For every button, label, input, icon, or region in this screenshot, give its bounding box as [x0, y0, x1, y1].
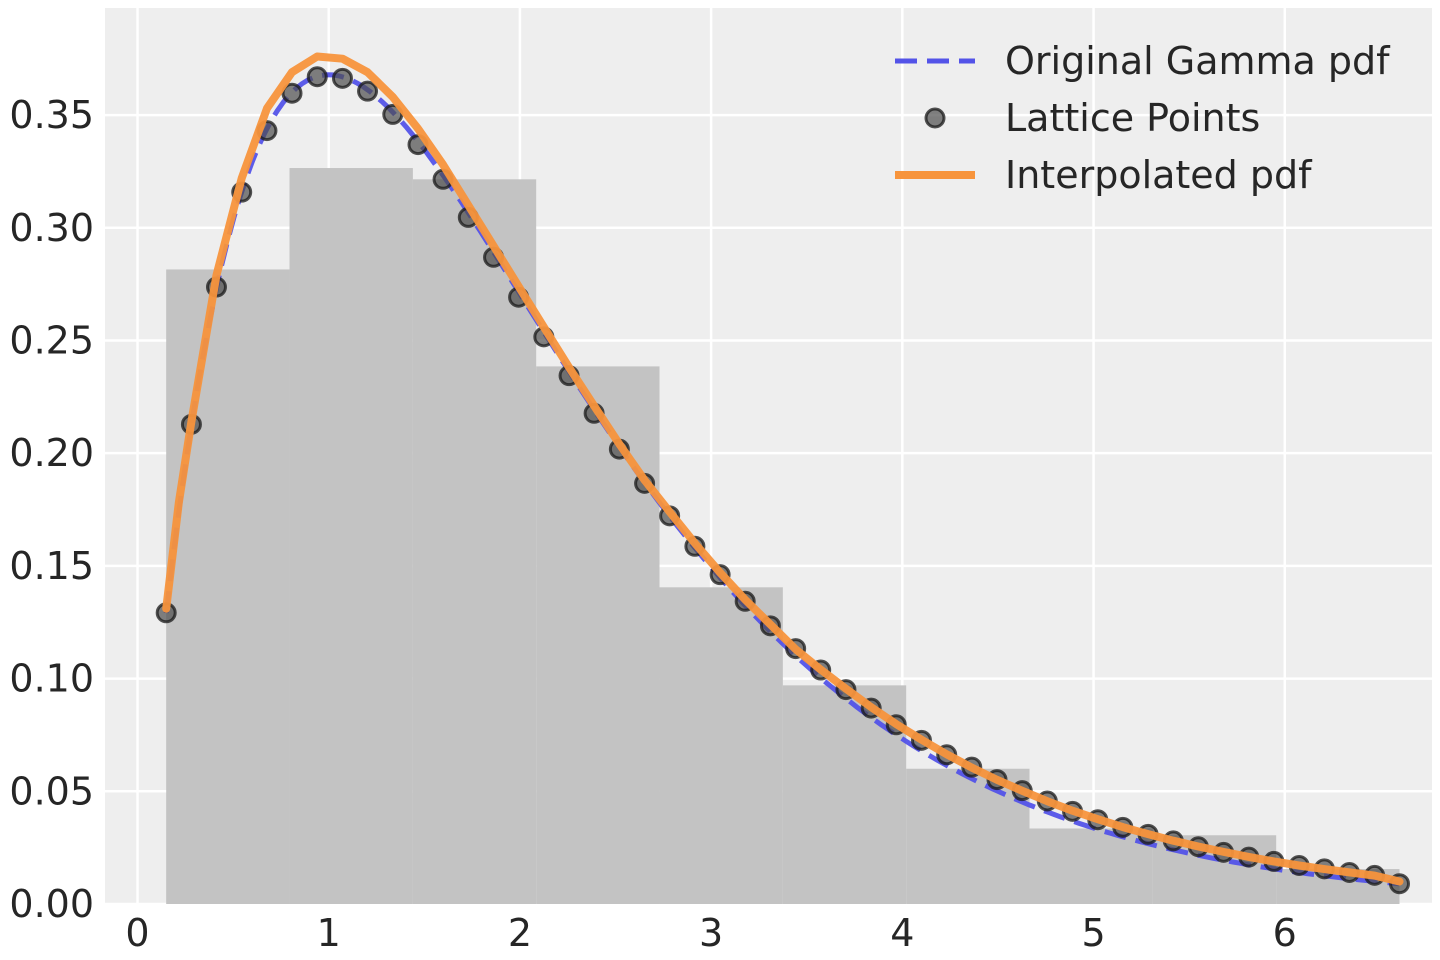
histogram-bar — [166, 269, 290, 904]
x-axis-ticks: 0 1 2 3 4 5 6 — [125, 911, 1296, 955]
lattice-point — [281, 82, 303, 104]
histogram-bar — [659, 587, 783, 904]
y-tick-label: 0.00 — [9, 882, 94, 926]
y-tick-label: 0.05 — [9, 769, 94, 813]
y-tick-label: 0.25 — [9, 318, 94, 362]
histogram-bar — [906, 768, 1030, 904]
histogram-bar — [289, 168, 413, 904]
x-tick-label: 0 — [125, 911, 149, 955]
lattice-point — [331, 67, 353, 89]
series-original-gamma-pdf — [163, 72, 1400, 887]
histogram-bar — [782, 685, 907, 904]
y-tick-label: 0.30 — [9, 206, 94, 250]
x-tick-label: 3 — [699, 911, 723, 955]
x-tick-label: 6 — [1273, 911, 1297, 955]
y-axis-ticks: 0.00 0.05 0.10 0.15 0.20 0.25 0.30 0.35 — [9, 93, 94, 926]
series-layer — [155, 52, 1410, 895]
x-tick-label: 1 — [317, 911, 341, 955]
y-tick-label: 0.20 — [9, 431, 94, 475]
x-tick-label: 4 — [890, 911, 914, 955]
histogram-bar — [536, 366, 660, 904]
x-tick-label: 2 — [508, 911, 532, 955]
lattice-point — [306, 66, 328, 88]
histogram-bar — [1029, 828, 1153, 904]
legend-label-original-gamma-pdf: Original Gamma pdf — [1005, 39, 1391, 83]
lattice-point — [357, 80, 379, 102]
y-tick-label: 0.35 — [9, 93, 94, 137]
series-interpolated-pdf — [162, 52, 1404, 886]
legend: Original Gamma pdf Lattice Points Interpol… — [895, 39, 1391, 197]
legend-swatch-lattice-points — [924, 107, 946, 129]
legend-label-lattice-points: Lattice Points — [1005, 96, 1260, 140]
x-tick-label: 5 — [1081, 911, 1105, 955]
y-tick-label: 0.10 — [9, 657, 94, 701]
legend-label-interpolated-pdf: Interpolated pdf — [1005, 153, 1313, 197]
y-tick-label: 0.15 — [9, 544, 94, 588]
